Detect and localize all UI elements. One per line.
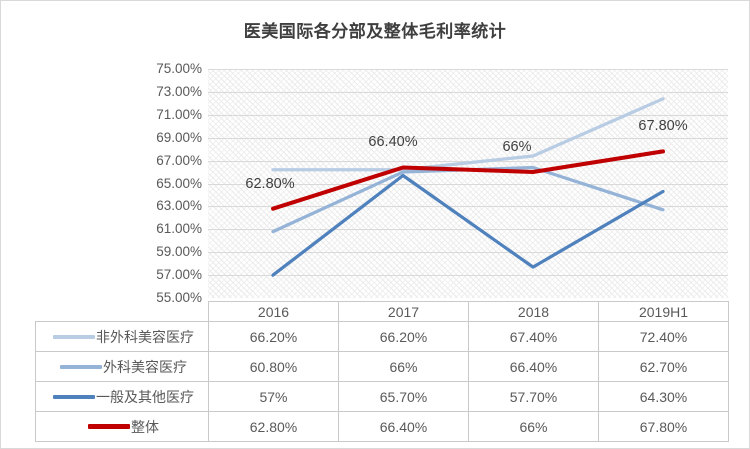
legend-cell: 整体 bbox=[35, 411, 209, 442]
table-value-cell: 60.80% bbox=[208, 351, 339, 382]
data-table: 2016 2017 2018 2019H1 非外科美容医疗 66.20% 66.20% 67.… bbox=[35, 301, 729, 442]
data-label: 67.80% bbox=[638, 118, 688, 135]
y-axis-tick-label: 69.00% bbox=[156, 129, 202, 145]
legend-key-line-icon bbox=[53, 394, 95, 399]
legend-cell: 一般及其他医疗 bbox=[35, 381, 209, 412]
table-column-header: 2017 bbox=[338, 301, 469, 322]
table-row: 外科美容医疗 60.80% 66% 66.40% 62.70% bbox=[35, 351, 729, 382]
data-label: 66% bbox=[502, 139, 532, 156]
table-row: 非外科美容医疗 66.20% 66.20% 67.40% 72.40% bbox=[35, 321, 729, 352]
table-value-cell: 57% bbox=[208, 381, 339, 412]
y-axis-tick-label: 73.00% bbox=[156, 83, 202, 99]
y-axis-tick-label: 61.00% bbox=[156, 221, 202, 237]
table-row: 整体 62.80% 66.40% 66% 67.80% bbox=[35, 411, 729, 442]
table-column-header: 2019H1 bbox=[598, 301, 729, 322]
y-axis-tick-label: 55.00% bbox=[156, 290, 202, 305]
y-axis-tick-label: 71.00% bbox=[156, 106, 202, 122]
table-value-cell: 72.40% bbox=[598, 321, 729, 352]
table-value-cell: 66.20% bbox=[338, 321, 469, 352]
legend-key-line-icon bbox=[60, 364, 102, 369]
series-name: 非外科美容医疗 bbox=[96, 328, 194, 345]
chart-canvas bbox=[208, 69, 728, 277]
series-name: 一般及其他医疗 bbox=[96, 388, 194, 405]
table-column-header: 2016 bbox=[208, 301, 339, 322]
y-axis-tick-label: 67.00% bbox=[156, 152, 202, 168]
table-row: 一般及其他医疗 57% 65.70% 57.70% 64.30% bbox=[35, 381, 729, 412]
data-label: 62.80% bbox=[245, 175, 295, 192]
table-corner-blank bbox=[36, 302, 209, 322]
legend-cell: 非外科美容医疗 bbox=[35, 321, 209, 352]
table-value-cell: 62.70% bbox=[598, 351, 729, 382]
table-value-cell: 66% bbox=[468, 411, 599, 442]
plot-area: 62.80% 66.40% 66% 67.80% bbox=[208, 69, 728, 298]
y-axis-tick-label: 59.00% bbox=[156, 244, 202, 260]
table-value-cell: 57.70% bbox=[468, 381, 599, 412]
legend-key-line-icon bbox=[53, 334, 95, 339]
series-line-4 bbox=[271, 149, 665, 211]
legend-cell: 外科美容医疗 bbox=[35, 351, 209, 382]
y-axis-tick-label: 63.00% bbox=[156, 198, 202, 214]
table-value-cell: 67.40% bbox=[468, 321, 599, 352]
chart-title: 医美国际各分部及整体毛利率统计 bbox=[243, 22, 507, 41]
data-label: 66.40% bbox=[368, 134, 418, 151]
table-value-cell: 64.30% bbox=[598, 381, 729, 412]
table-value-cell: 66.20% bbox=[208, 321, 339, 352]
table-column-header: 2018 bbox=[468, 301, 599, 322]
table-value-cell: 62.80% bbox=[208, 411, 339, 442]
table-value-cell: 67.80% bbox=[598, 411, 729, 442]
table-value-cell: 66.40% bbox=[468, 351, 599, 382]
y-axis-tick-label: 57.00% bbox=[156, 267, 202, 283]
y-axis-tick-label: 65.00% bbox=[156, 175, 202, 191]
series-line-1 bbox=[271, 97, 665, 172]
series-line-3 bbox=[271, 173, 665, 277]
table-value-cell: 66% bbox=[338, 351, 469, 382]
table-value-cell: 66.40% bbox=[338, 411, 469, 442]
legend-key-line-icon bbox=[88, 424, 130, 429]
series-name: 整体 bbox=[131, 418, 159, 435]
series-name: 外科美容医疗 bbox=[103, 358, 187, 375]
table-value-cell: 65.70% bbox=[338, 381, 469, 412]
y-axis-tick-label: 75.00% bbox=[156, 61, 202, 76]
